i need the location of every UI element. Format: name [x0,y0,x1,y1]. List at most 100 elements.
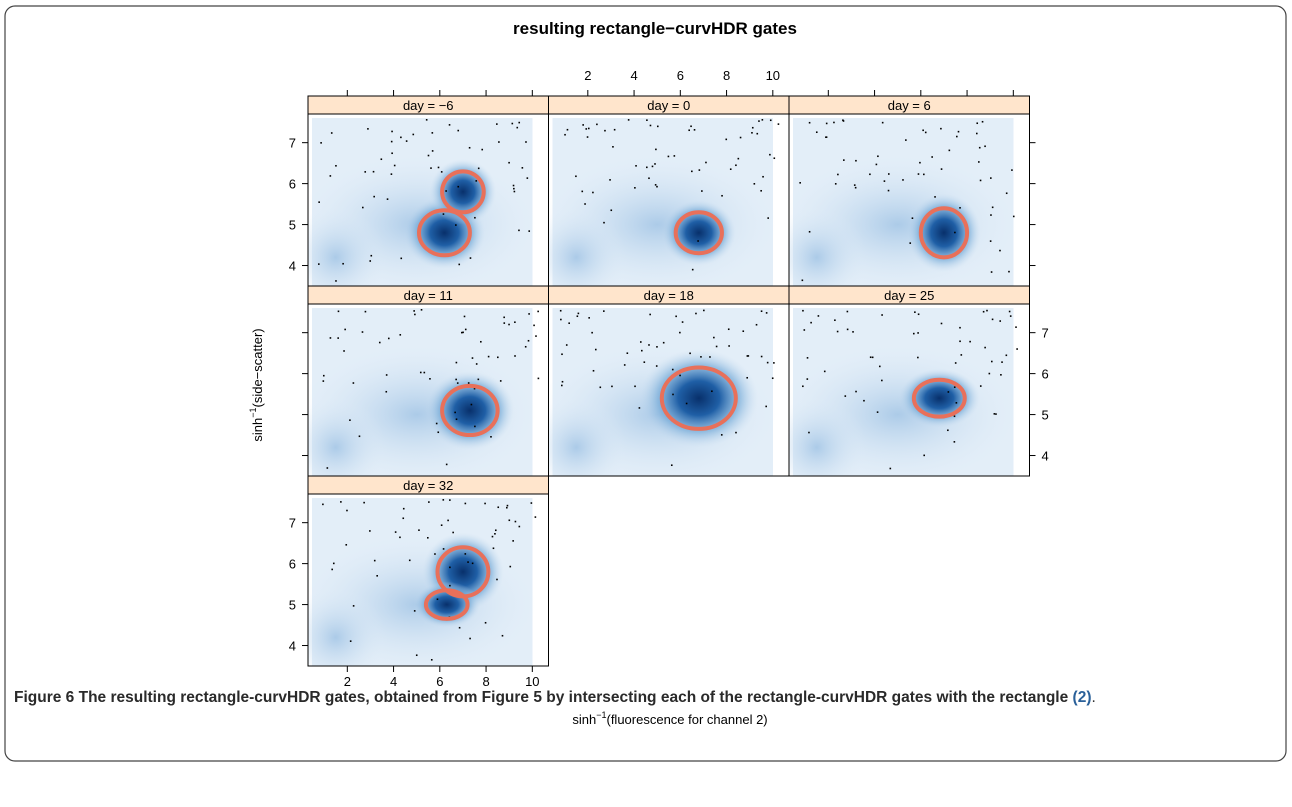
event-dot [767,217,769,219]
event-dot [609,179,611,181]
event-dot [477,167,480,170]
event-dot [369,530,371,532]
event-dot [701,190,703,192]
event-dot [513,187,515,190]
event-dot [518,525,521,528]
event-dot [335,280,337,282]
event-dot [953,386,956,388]
caption-end: . [1091,689,1096,706]
event-dot [769,153,771,156]
event-dot [508,161,510,164]
event-dot [484,502,486,505]
event-dot [491,535,494,538]
event-dot [455,418,458,421]
y-tick-label: 5 [289,598,296,613]
event-dot [688,129,690,132]
event-dot [739,136,742,139]
event-dot [603,310,605,312]
event-dot [514,520,517,523]
event-dot [611,385,613,388]
event-dot [735,431,737,434]
event-dot [436,598,439,601]
event-dot [473,387,476,390]
event-dot [613,128,616,131]
event-dot [387,337,390,340]
event-dot [991,206,994,209]
event-dot [960,354,963,356]
event-dot [318,263,320,265]
event-dot [825,136,828,138]
event-dot [713,336,715,339]
event-dot [584,203,586,205]
event-dot [990,214,992,216]
event-dot [402,507,405,510]
y-label-sup: −1 [248,408,258,418]
event-dot [753,183,756,185]
event-dot [1009,315,1012,317]
event-dot [373,559,376,562]
event-dot [1005,192,1008,195]
density-haze [548,397,627,476]
event-dot [673,155,676,157]
density-haze [308,207,386,286]
event-dot [655,365,658,367]
event-dot [564,133,566,136]
event-dot [956,135,958,138]
x-tick-label: 10 [525,674,539,689]
event-dot [705,161,707,164]
y-tick-label: 7 [289,136,296,151]
event-dot [825,122,828,125]
event-dot [528,230,531,232]
event-dot [695,312,697,315]
event-dot [837,173,839,176]
x-tick-label: 4 [630,68,637,83]
event-dot [534,516,537,518]
event-dot [577,312,580,315]
event-dot [455,361,458,364]
event-dot [917,356,919,359]
event-dot [349,419,351,421]
event-dot [887,189,890,192]
event-dot [435,422,438,425]
event-dot [378,341,381,344]
event-dot [917,173,920,175]
event-dot [363,501,365,504]
event-dot [931,156,933,158]
event-dot [329,337,332,339]
caption: Figure 6 The resulting rectangle-curvHDR… [14,686,1278,710]
event-dot [405,140,408,142]
event-dot [402,517,405,520]
event-dot [662,341,665,344]
event-dot [806,378,809,380]
event-dot [518,229,520,232]
event-dot [516,126,519,129]
event-dot [445,190,447,192]
event-dot [999,249,1001,252]
event-dot [390,173,393,175]
event-dot [582,124,584,126]
event-dot [566,128,569,131]
event-dot [408,559,411,562]
caption-ref: (2) [1072,689,1092,706]
event-dot [442,548,445,550]
event-dot [528,313,530,315]
event-dot [449,566,451,569]
event-dot [871,356,874,359]
panel-plot [789,308,1018,476]
event-dot [751,131,753,134]
event-dot [352,605,355,607]
event-dot [756,132,759,135]
panel-border [307,493,549,667]
event-dot [655,148,657,151]
event-dot [1000,374,1002,376]
event-dot [742,330,745,333]
x-tick-label: 4 [390,674,397,689]
event-dot [463,315,466,318]
event-dot [766,361,769,364]
frame [4,5,1287,762]
event-dot [464,328,467,331]
event-dot [649,313,651,316]
event-dot [875,163,878,166]
density-haze [308,587,386,666]
y-label-base: sinh [250,418,265,442]
